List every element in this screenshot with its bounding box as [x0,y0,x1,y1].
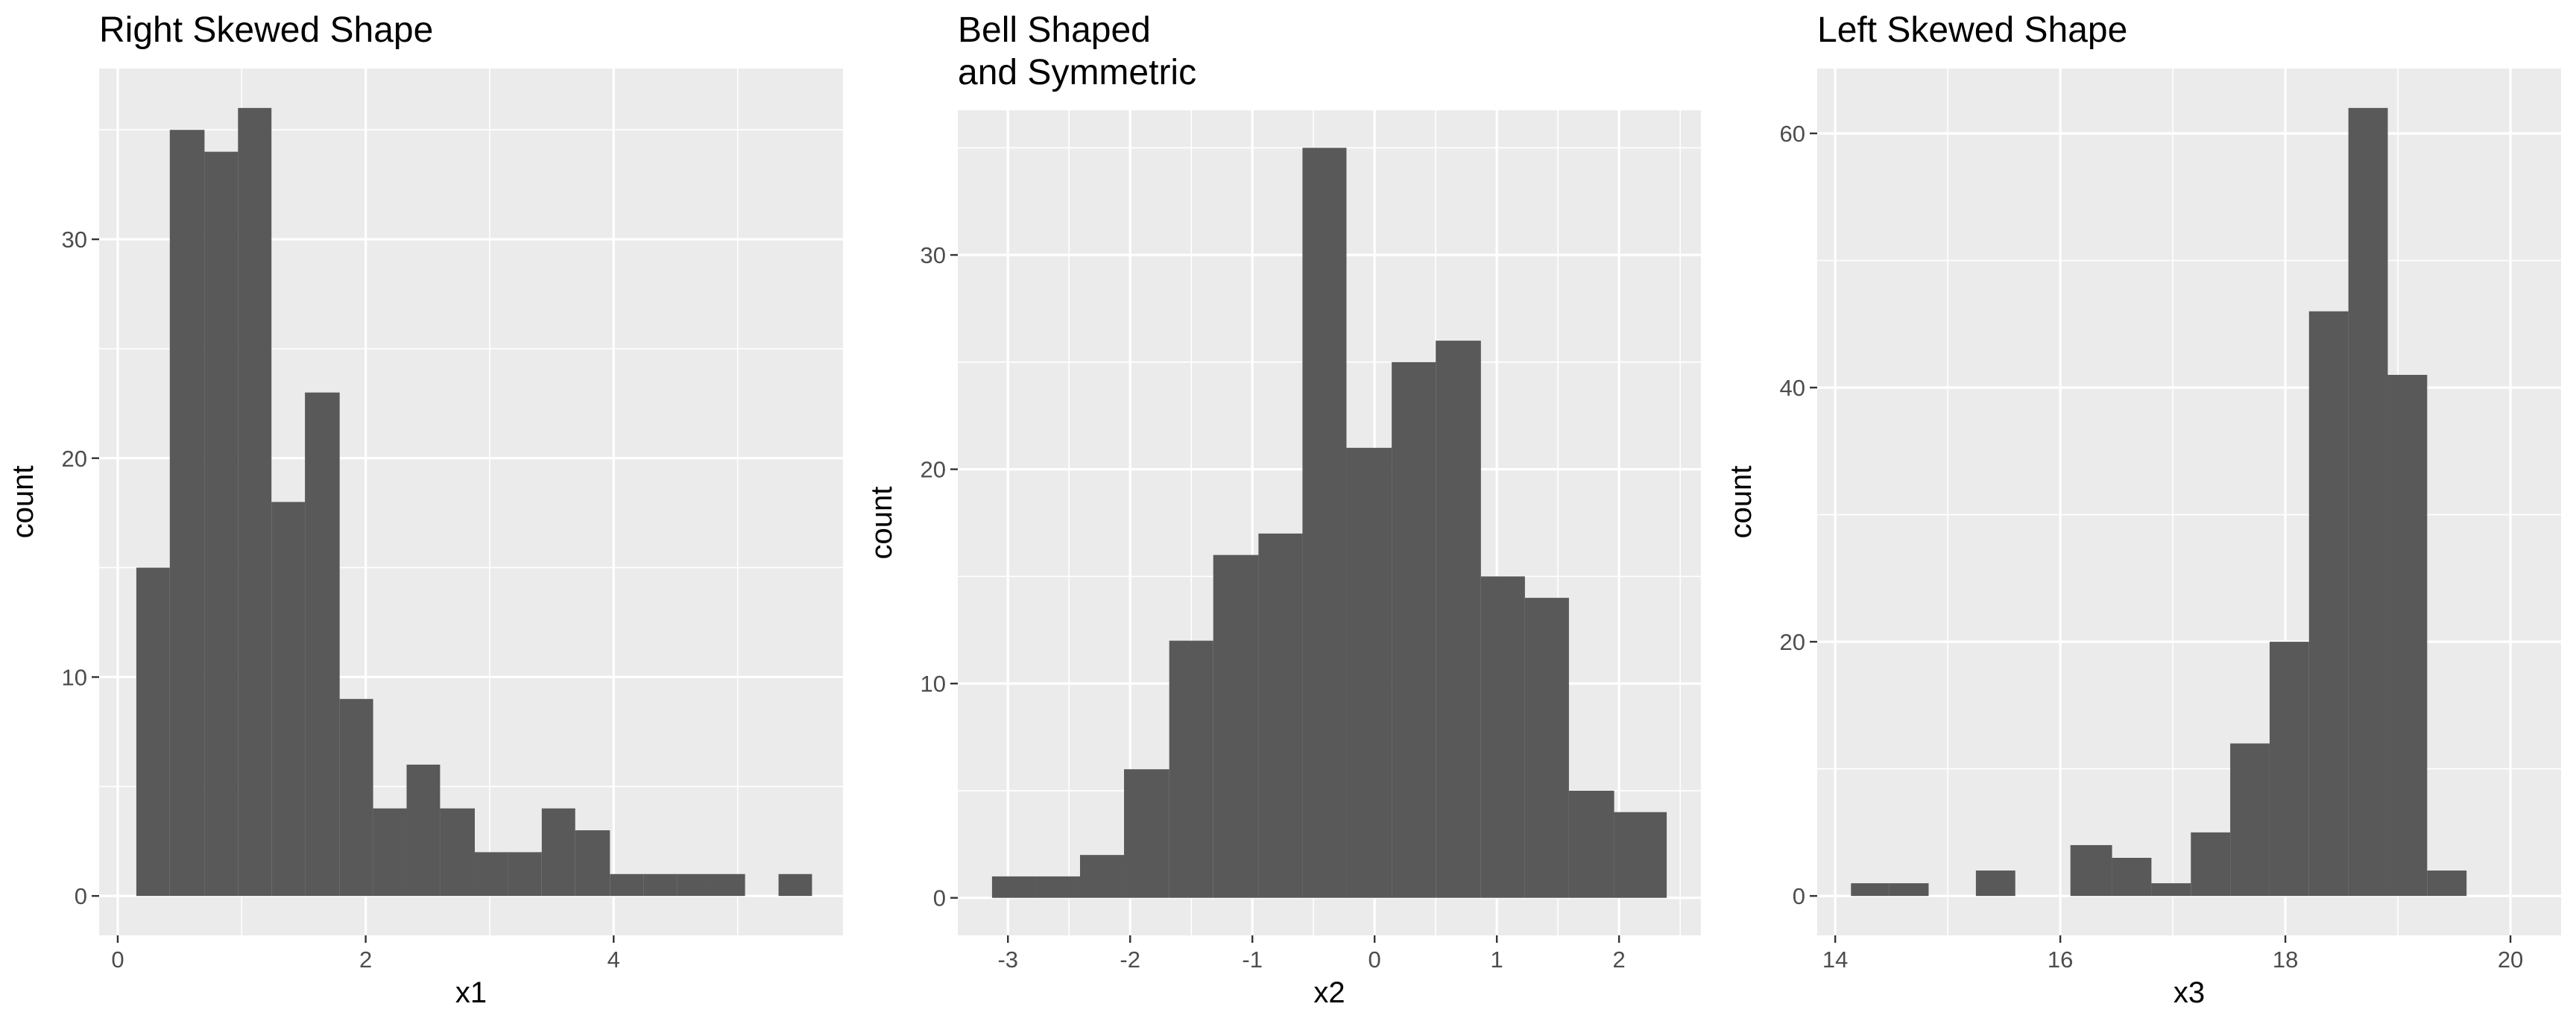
histogram-bar [2112,857,2152,897]
x-tick-label: 2 [359,947,372,973]
histogram-bar [1889,883,1929,897]
histogram-bar [204,151,239,897]
x-tick-label: 14 [1822,947,1848,973]
chart-title: and Symmetric [958,53,1196,92]
y-tick-label: 30 [62,227,87,253]
x-tick-label: -3 [997,947,1018,973]
histogram-bar [1079,855,1125,898]
histogram-bar [710,873,745,897]
histogram-bar [508,852,542,897]
x-tick-label: 20 [2498,947,2523,973]
histogram-bar [406,764,441,897]
histogram-bar [1975,871,2015,897]
y-tick-label: 40 [1780,375,1805,401]
histogram-bar [305,392,340,897]
y-axis-label: count [7,466,40,539]
chart-title: Left Skewed Shape [1817,10,2127,50]
histogram-bar [1568,790,1614,898]
histogram-bar [136,567,170,897]
chart-panel-1: 0 2 4 0 10 20 30 x1 count Right Skewed Shape [7,10,843,1009]
y-tick-label: 30 [921,242,946,268]
x-axis-label: x1 [455,976,487,1009]
x-axis-label: x3 [2174,976,2205,1009]
histogram-bar [1035,876,1080,898]
x-tick-label: -2 [1120,947,1140,973]
y-tick-label: 20 [921,457,946,483]
histogram-bar [991,876,1036,898]
chart-title: Right Skewed Shape [99,10,433,50]
x-tick-label: 4 [607,947,620,973]
histogram-bar [1302,148,1347,898]
histogram-bar [2348,107,2388,897]
histogram-bar [2191,832,2231,897]
chart-panel-3: 14 16 18 20 0 20 40 60 x3 count Left Skewed Shape [1725,10,2561,1009]
histogram-bar [1480,576,1525,898]
x-axis-label: x2 [1313,976,1345,1009]
histogram-bar [677,873,711,897]
histogram-bar [474,852,508,897]
histogram-bar [575,830,610,897]
x-tick-label: 2 [1613,947,1626,973]
histogram-bar [238,107,272,897]
histogram-bar [169,130,205,897]
x-tick-label: 0 [1368,947,1381,973]
histogram-bar [1436,341,1481,898]
histogram-bar [1524,598,1569,898]
histogram-bar [541,808,575,897]
y-axis-label: count [1725,466,1758,539]
x-tick-label: 18 [2273,947,2298,973]
histogram-bar [2230,743,2270,897]
y-tick-label: 20 [62,446,87,472]
y-tick-label: 10 [62,664,87,690]
histogram-bar [1851,883,1890,897]
histogram-bar [1169,640,1213,898]
y-axis-label: count [865,487,898,560]
histogram-bar [2308,311,2349,897]
y-tick-label: 0 [1793,883,1805,909]
histogram-bar [2269,642,2309,897]
histogram-bar [1614,812,1667,898]
histogram-bar [373,808,407,897]
y-tick-label: 60 [1780,121,1805,147]
histogram-bar [440,808,475,897]
histogram-bar [643,873,678,897]
histogram-bar [778,873,812,897]
histogram-bar [339,698,373,897]
histogram-bar [1258,533,1303,898]
y-tick-label: 0 [933,885,946,911]
y-tick-label: 10 [921,671,946,697]
x-tick-label: 0 [111,947,124,973]
histogram-bar [2070,844,2112,897]
histogram-bar [1346,447,1392,898]
histogram-bar [271,502,306,897]
histogram-bar [2151,883,2191,897]
x-tick-label: 16 [2048,947,2073,973]
plot-background [1817,69,2561,935]
histogram-bar [1213,555,1259,898]
histogram-bar [1124,769,1169,898]
histogram-bar [610,873,644,897]
x-tick-label: -1 [1242,947,1263,973]
x-tick-label: 1 [1491,947,1503,973]
y-tick-label: 0 [75,883,87,909]
histogram-bar [2427,871,2467,897]
histogram-bar [2387,374,2428,897]
histogram-bar [1392,361,1436,898]
chart-title: Bell Shaped [958,10,1151,50]
y-tick-label: 20 [1780,629,1805,655]
